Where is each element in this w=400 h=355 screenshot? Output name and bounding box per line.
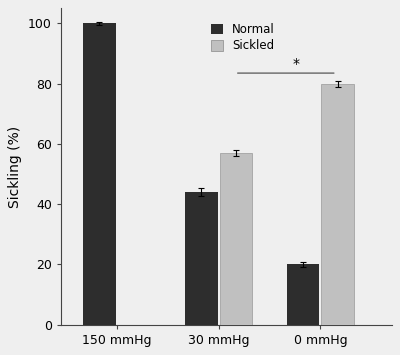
Bar [185,192,218,324]
Text: *: * [292,57,300,71]
Bar [220,153,252,324]
Bar [83,23,116,324]
Y-axis label: Sickling (%): Sickling (%) [8,125,22,208]
Legend: Normal, Sickled: Normal, Sickled [208,21,277,55]
Bar [287,264,319,324]
Bar [322,84,354,324]
